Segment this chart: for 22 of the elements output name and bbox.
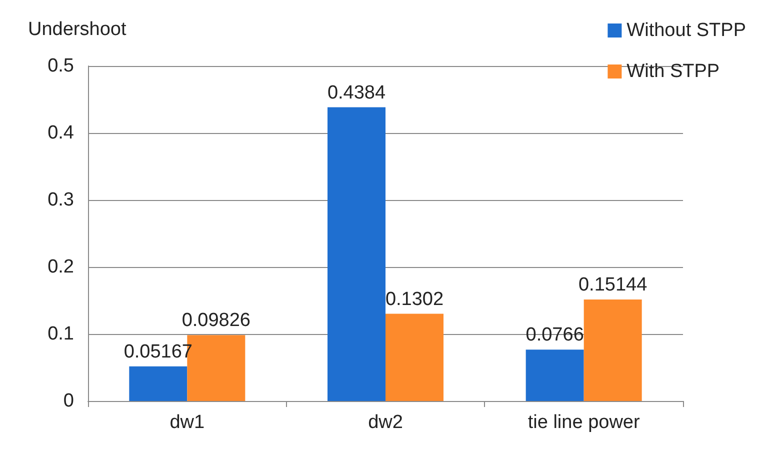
- bar: [526, 350, 584, 401]
- legend-label: Without STPP: [626, 20, 746, 41]
- bar: [386, 314, 444, 401]
- x-tick-label: dw2: [368, 412, 403, 433]
- y-tick-label: 0.3: [48, 190, 74, 210]
- data-label: 0.0766: [526, 324, 584, 346]
- data-label: 0.15144: [578, 274, 648, 296]
- y-tick-label: 0.4: [48, 122, 74, 144]
- y-tick-label: 0.2: [48, 256, 74, 278]
- y-axis-title: Undershoot: [28, 19, 127, 40]
- y-tick-label: 0: [63, 390, 74, 412]
- bar: [584, 300, 642, 401]
- legend-label: With STPP: [626, 61, 720, 82]
- data-label: 0.4384: [327, 82, 386, 104]
- bar: [328, 107, 386, 401]
- bar: [129, 366, 188, 401]
- y-tick-label: 0.1: [48, 324, 74, 344]
- x-tick-label: tie line power: [528, 412, 640, 433]
- x-tick-label: dw1: [170, 412, 205, 433]
- data-label: 0.09826: [182, 310, 251, 332]
- data-label: 0.1302: [385, 288, 444, 310]
- y-tick-label: 0.5: [48, 56, 74, 76]
